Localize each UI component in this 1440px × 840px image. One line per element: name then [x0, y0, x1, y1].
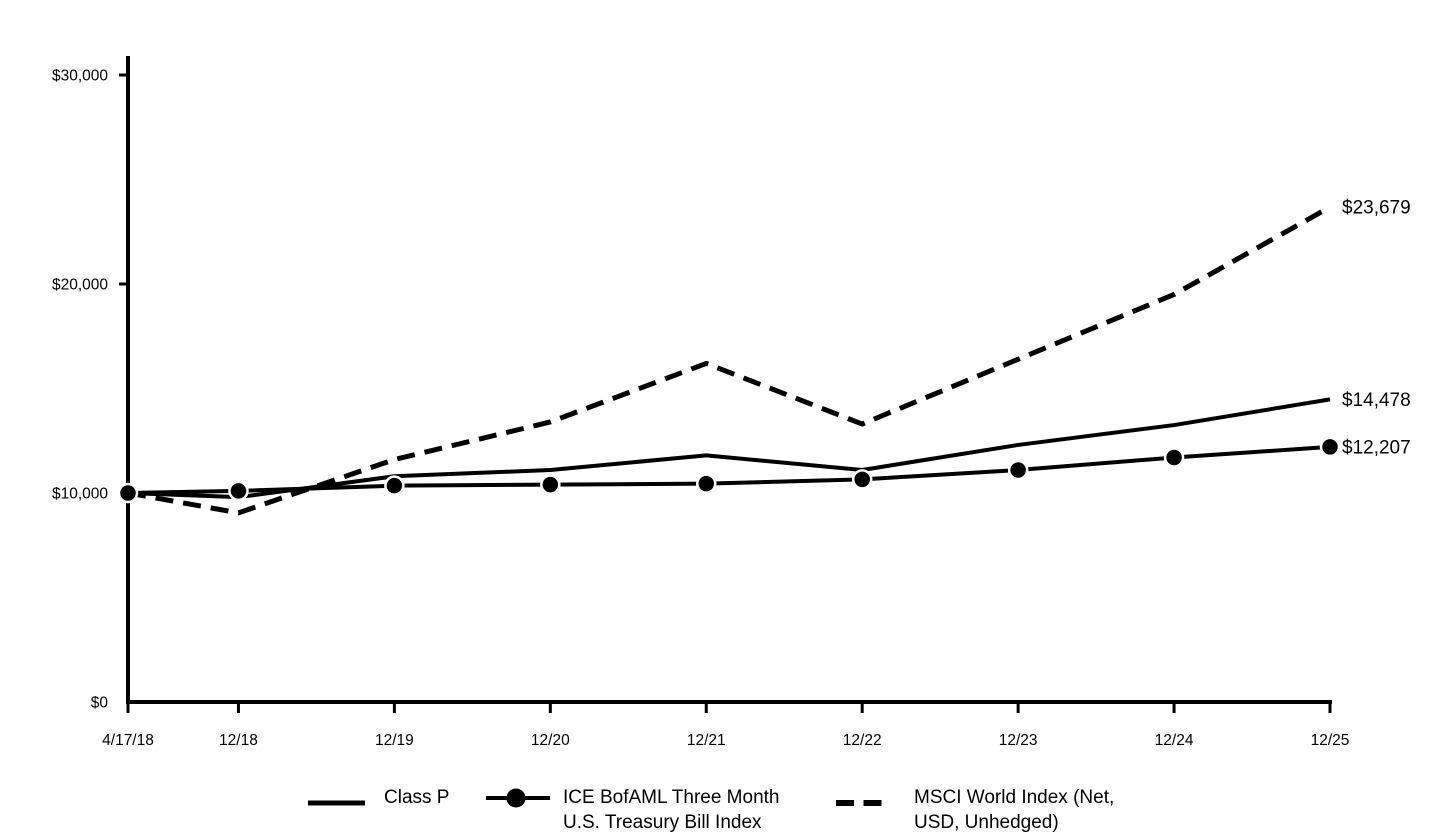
series-tbill-index-marker [228, 480, 249, 502]
end-value-label-class-p: $14,478 [1342, 390, 1411, 411]
x-tick-label: 12/21 [687, 732, 726, 749]
legend-item-msci-world: MSCI World Index (Net, USD, Unhedged) [836, 784, 1114, 834]
series-tbill-index-marker [851, 469, 873, 490]
x-tick-label: 12/22 [843, 732, 882, 749]
series-tbill-index-marker [384, 475, 405, 496]
y-tick-label: $20,000 [52, 277, 108, 294]
y-tick-label: $10,000 [52, 486, 108, 503]
legend-item-tbill-index: ICE BofAML Three Month U.S. Treasury Bil… [486, 784, 780, 834]
x-tick-label: 12/23 [999, 732, 1038, 749]
series-tbill-index-marker [1319, 436, 1341, 458]
x-tick-label: 12/19 [375, 732, 414, 749]
y-tick-label: $30,000 [52, 68, 108, 85]
legend-label-tbill-line2: U.S. Treasury Bill Index [563, 812, 762, 833]
x-tick-label: 4/17/18 [102, 732, 154, 749]
legend-item-class-p: Class P [308, 784, 449, 812]
series-tbill-index-marker [540, 474, 561, 495]
series-tbill-index-marker [1007, 459, 1029, 481]
chart-legend: Class P ICE BofAML Three Month U.S. Trea… [0, 784, 1440, 840]
x-tick-label: 12/18 [219, 732, 258, 749]
tbill-dot-line-swatch [486, 786, 550, 815]
y-tick-label: $0 [91, 695, 109, 712]
legend-label-msci-line1: MSCI World Index (Net, [914, 787, 1115, 808]
legend-label-tbill-line1: ICE BofAML Three Month [563, 787, 780, 808]
class-p-solid-line-swatch [308, 794, 365, 812]
series-tbill-index-marker [117, 482, 139, 504]
msci-dashed-line-swatch [836, 794, 891, 812]
x-tick-label: 12/24 [1155, 732, 1194, 749]
legend-label-class-p: Class P [384, 787, 450, 808]
series-msci-world-line [127, 204, 1332, 516]
x-tick-label: 12/20 [531, 732, 570, 749]
series-tbill-index-marker [696, 473, 717, 494]
end-value-label-msci-world: $23,679 [1342, 198, 1411, 219]
x-tick-label: 12/25 [1311, 732, 1350, 749]
legend-label-msci-line2: USD, Unhedged) [914, 812, 1059, 833]
end-value-label-tbill-index: $12,207 [1342, 437, 1411, 458]
series-tbill-index-marker [1163, 447, 1185, 468]
